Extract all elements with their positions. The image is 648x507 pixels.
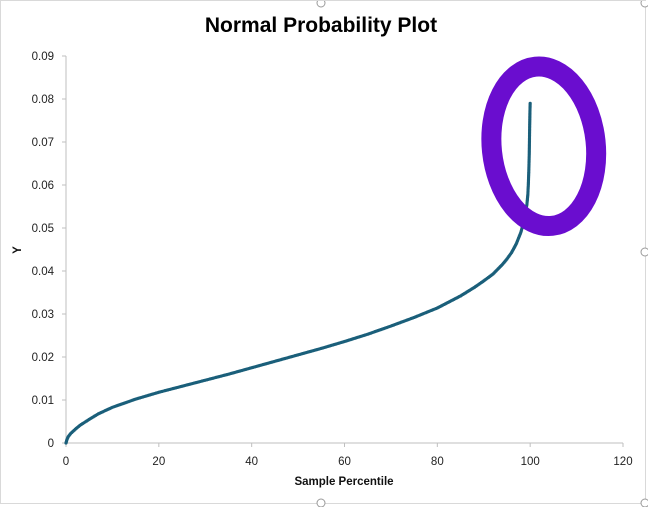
y-tick-label: 0.07 bbox=[32, 137, 54, 149]
data-point bbox=[528, 101, 532, 105]
resize-handle-right[interactable] bbox=[640, 247, 648, 257]
x-tick-label: 20 bbox=[152, 456, 165, 468]
y-tick-label: 0.05 bbox=[32, 223, 54, 235]
y-tick-label: 0.02 bbox=[32, 352, 54, 364]
chart-title: Normal Probability Plot bbox=[205, 14, 437, 37]
y-tick-label: 0 bbox=[48, 438, 54, 450]
annotation-ring bbox=[481, 56, 607, 237]
resize-handle-bottom-right[interactable] bbox=[640, 498, 648, 507]
x-tick-label: 80 bbox=[431, 456, 444, 468]
y-tick-label: 0.09 bbox=[32, 51, 54, 63]
x-tick-label: 40 bbox=[245, 456, 258, 468]
y-tick-label: 0.01 bbox=[32, 395, 54, 407]
resize-handle-top-right[interactable] bbox=[640, 1, 648, 8]
y-tick-label: 0.04 bbox=[32, 266, 55, 278]
annotation-circle bbox=[481, 56, 607, 237]
y-tick-label: 0.03 bbox=[32, 309, 54, 321]
y-axis-title: Y bbox=[12, 246, 24, 254]
x-tick-label: 120 bbox=[613, 456, 632, 468]
resize-handle-top[interactable] bbox=[316, 1, 326, 8]
resize-handle-bottom[interactable] bbox=[316, 498, 326, 507]
axes: 0 0.01 0.02 0.03 0.04 0.05 0.06 0.07 0.08 0.09 0 20… bbox=[32, 51, 633, 468]
x-tick-label: 100 bbox=[521, 456, 540, 468]
y-tick-label: 0.08 bbox=[32, 94, 54, 106]
x-axis-title: Sample Percentile bbox=[294, 476, 393, 488]
y-tick-label: 0.06 bbox=[32, 180, 54, 192]
x-tick-label: 0 bbox=[63, 456, 69, 468]
x-tick-label: 60 bbox=[338, 456, 351, 468]
data-points bbox=[64, 101, 532, 445]
